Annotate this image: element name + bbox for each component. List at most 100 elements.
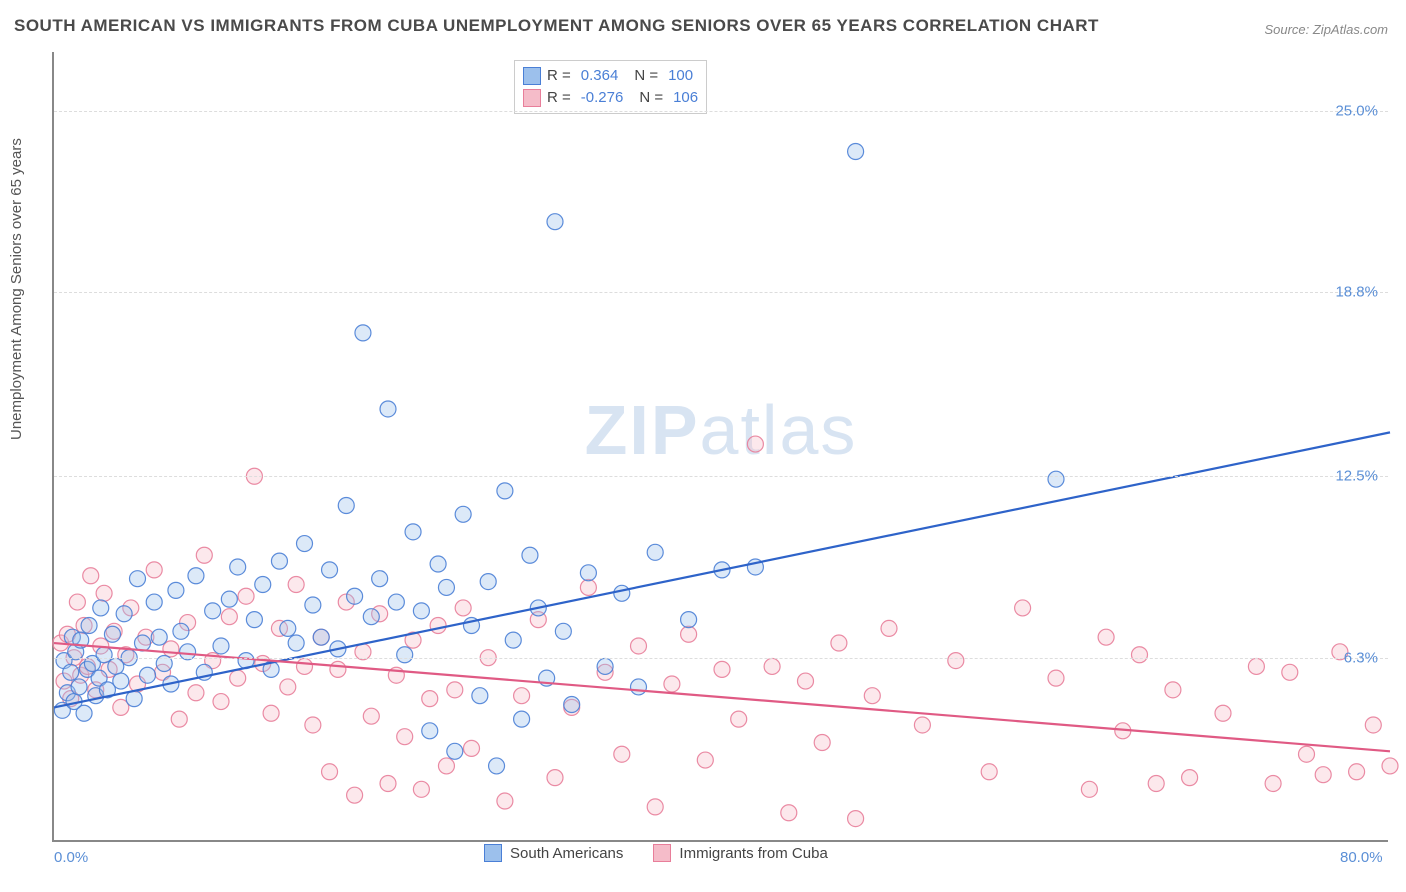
data-point	[69, 594, 85, 610]
data-point	[313, 629, 329, 645]
data-point	[497, 483, 513, 499]
data-point	[1148, 775, 1164, 791]
data-point	[948, 653, 964, 669]
data-point	[338, 498, 354, 514]
data-point	[140, 667, 156, 683]
data-point	[697, 752, 713, 768]
trend-line	[54, 643, 1390, 751]
data-point	[173, 623, 189, 639]
data-point	[438, 758, 454, 774]
data-point	[914, 717, 930, 733]
data-point	[246, 612, 262, 628]
data-point	[205, 603, 221, 619]
data-point	[848, 811, 864, 827]
y-axis-label: Unemployment Among Seniors over 65 years	[8, 138, 25, 440]
data-point	[305, 597, 321, 613]
x-tick-label: 0.0%	[54, 849, 88, 866]
y-tick-label: 6.3%	[1344, 649, 1378, 666]
data-point	[1349, 764, 1365, 780]
data-point	[372, 571, 388, 587]
data-point	[981, 764, 997, 780]
data-point	[146, 594, 162, 610]
data-point	[347, 588, 363, 604]
data-point	[472, 688, 488, 704]
data-point	[464, 740, 480, 756]
data-point	[271, 553, 287, 569]
data-point	[781, 805, 797, 821]
data-point	[522, 547, 538, 563]
data-point	[188, 568, 204, 584]
data-point	[497, 793, 513, 809]
data-point	[280, 679, 296, 695]
series-legend: South Americans Immigrants from Cuba	[484, 844, 828, 862]
data-point	[168, 582, 184, 598]
data-point	[221, 591, 237, 607]
data-point	[380, 775, 396, 791]
data-point	[1215, 705, 1231, 721]
legend-item-b: Immigrants from Cuba	[653, 844, 827, 862]
data-point	[113, 673, 129, 689]
data-point	[664, 676, 680, 692]
data-point	[163, 641, 179, 657]
data-point	[714, 661, 730, 677]
plot-area: ZIPatlas R = 0.364 N = 100 R = -0.276 N …	[52, 52, 1388, 842]
legend-bottom-swatch-b	[653, 844, 671, 862]
data-point	[798, 673, 814, 689]
data-point	[83, 568, 99, 584]
data-point	[1081, 781, 1097, 797]
data-point	[489, 758, 505, 774]
legend-bottom-label-a: South Americans	[510, 845, 623, 862]
data-point	[213, 638, 229, 654]
data-point	[397, 729, 413, 745]
source-attribution: Source: ZipAtlas.com	[1264, 22, 1388, 37]
data-point	[288, 635, 304, 651]
legend-bottom-label-b: Immigrants from Cuba	[679, 845, 827, 862]
data-point	[631, 638, 647, 654]
data-point	[430, 617, 446, 633]
data-point	[455, 506, 471, 522]
y-tick-label: 12.5%	[1335, 468, 1378, 485]
data-point	[397, 647, 413, 663]
data-point	[514, 688, 530, 704]
grid-line	[54, 658, 1388, 659]
data-point	[380, 401, 396, 417]
data-point	[151, 629, 167, 645]
data-point	[196, 547, 212, 563]
data-point	[547, 770, 563, 786]
data-point	[238, 588, 254, 604]
data-point	[330, 661, 346, 677]
data-point	[764, 658, 780, 674]
data-point	[1265, 775, 1281, 791]
data-point	[580, 565, 596, 581]
data-point	[1182, 770, 1198, 786]
data-point	[363, 609, 379, 625]
data-point	[647, 799, 663, 815]
y-tick-label: 18.8%	[1335, 283, 1378, 300]
data-point	[221, 609, 237, 625]
data-point	[1315, 767, 1331, 783]
data-point	[881, 620, 897, 636]
data-point	[422, 723, 438, 739]
legend-bottom-swatch-a	[484, 844, 502, 862]
data-point	[814, 735, 830, 751]
data-point	[1048, 471, 1064, 487]
data-point	[71, 679, 87, 695]
data-point	[76, 705, 92, 721]
data-point	[213, 694, 229, 710]
data-point	[405, 524, 421, 540]
data-point	[848, 143, 864, 159]
data-point	[547, 214, 563, 230]
data-point	[297, 536, 313, 552]
data-point	[480, 574, 496, 590]
data-point	[280, 620, 296, 636]
data-point	[1382, 758, 1398, 774]
y-tick-label: 25.0%	[1335, 102, 1378, 119]
data-point	[514, 711, 530, 727]
data-point	[1299, 746, 1315, 762]
data-point	[388, 594, 404, 610]
data-point	[135, 635, 151, 651]
grid-line	[54, 476, 1388, 477]
data-point	[93, 600, 109, 616]
data-point	[1015, 600, 1031, 616]
x-tick-label: 80.0%	[1340, 849, 1383, 866]
